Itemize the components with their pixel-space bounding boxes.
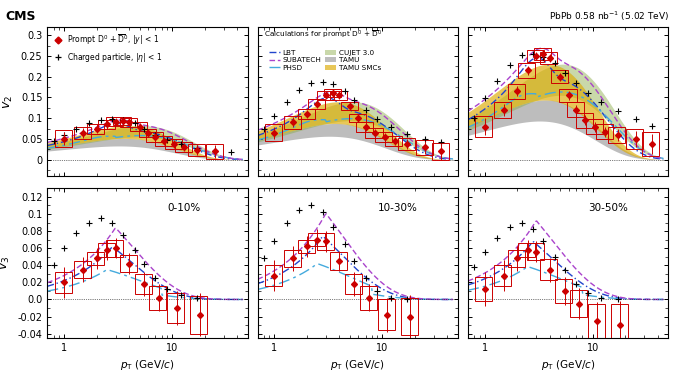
Text: Calculations for prompt D$^0$ + $\overline{\rm D}^0$: Calculations for prompt D$^0$ + $\overli… — [264, 28, 381, 40]
Text: CMS: CMS — [5, 10, 36, 23]
Bar — [626, 129, 643, 149]
Bar — [146, 132, 163, 142]
Bar — [527, 50, 544, 62]
Bar — [508, 250, 525, 267]
Bar — [175, 142, 192, 152]
X-axis label: $p_{\mathrm{T}}$ (GeV/$c$): $p_{\mathrm{T}}$ (GeV/$c$) — [120, 358, 175, 372]
Bar — [608, 127, 626, 143]
Bar — [551, 71, 568, 83]
Bar — [165, 139, 182, 149]
Bar — [98, 243, 115, 257]
Bar — [349, 114, 366, 122]
Bar — [475, 116, 493, 137]
Bar — [113, 117, 130, 125]
Legend: Prompt D$^0$ + $\overline{\rm D}^0$, |$y$| < 1, Charged particle, |$\eta$| < 1: Prompt D$^0$ + $\overline{\rm D}^0$, |$y… — [51, 31, 164, 65]
Bar — [375, 132, 392, 142]
Bar — [74, 127, 90, 139]
Bar — [518, 63, 535, 78]
Bar — [556, 279, 572, 303]
Bar — [135, 274, 152, 295]
Bar — [330, 91, 347, 99]
Bar — [55, 130, 72, 147]
Text: 10-30%: 10-30% — [378, 204, 418, 214]
Bar — [642, 132, 659, 156]
Bar — [377, 300, 395, 330]
Bar — [494, 102, 512, 118]
Bar — [360, 286, 377, 310]
Bar — [508, 84, 525, 99]
Bar — [416, 140, 433, 155]
Bar — [119, 255, 137, 272]
Bar — [541, 52, 558, 64]
Bar — [87, 124, 104, 134]
Bar — [298, 109, 315, 119]
Bar — [534, 48, 551, 60]
Bar — [317, 233, 333, 250]
Bar — [356, 122, 373, 132]
Bar — [432, 143, 449, 160]
Bar — [149, 286, 166, 310]
Bar — [588, 304, 605, 338]
Bar — [284, 116, 301, 129]
Bar — [308, 99, 325, 109]
Bar — [265, 124, 282, 141]
Bar — [398, 138, 415, 150]
Bar — [330, 252, 347, 270]
X-axis label: $p_{\mathrm{T}}$ (GeV/$c$): $p_{\mathrm{T}}$ (GeV/$c$) — [541, 358, 595, 372]
Bar — [596, 124, 613, 139]
Bar — [570, 290, 587, 318]
Text: PbPb 0.58 nb$^{-1}$ (5.02 TeV): PbPb 0.58 nb$^{-1}$ (5.02 TeV) — [549, 10, 670, 23]
Bar — [87, 252, 104, 265]
Y-axis label: $v_2$: $v_2$ — [2, 94, 16, 109]
Bar — [567, 103, 584, 118]
Bar — [586, 119, 603, 134]
Bar — [611, 304, 628, 346]
Bar — [206, 144, 223, 159]
Bar — [139, 129, 156, 137]
Bar — [527, 243, 544, 260]
Bar — [284, 250, 301, 267]
Text: 0-10%: 0-10% — [167, 204, 200, 214]
Bar — [106, 240, 124, 257]
Bar — [475, 277, 493, 301]
Bar — [317, 91, 333, 99]
Bar — [541, 259, 558, 280]
Legend: LBT, SUBATECH, PHSD, CUJET 3.0, TAMU, TAMU SMCs: LBT, SUBATECH, PHSD, CUJET 3.0, TAMU, TA… — [267, 48, 382, 72]
Bar — [365, 128, 383, 138]
Bar — [324, 89, 341, 98]
Bar — [190, 296, 207, 334]
Bar — [98, 119, 115, 129]
Bar — [401, 298, 418, 335]
Bar — [341, 102, 358, 110]
Bar — [74, 261, 90, 278]
Bar — [188, 144, 205, 157]
Bar — [385, 136, 402, 146]
Bar — [560, 89, 576, 102]
Bar — [494, 265, 512, 286]
Bar — [119, 118, 137, 127]
Bar — [265, 265, 282, 286]
Text: 30-50%: 30-50% — [588, 204, 628, 214]
Bar — [298, 240, 315, 253]
Bar — [345, 274, 362, 295]
Bar — [130, 122, 147, 131]
Bar — [308, 233, 325, 247]
X-axis label: $p_{\mathrm{T}}$ (GeV/$c$): $p_{\mathrm{T}}$ (GeV/$c$) — [331, 358, 385, 372]
Bar — [518, 243, 535, 257]
Bar — [167, 293, 184, 323]
Bar — [576, 113, 593, 128]
Bar — [106, 118, 124, 126]
Y-axis label: $v_3$: $v_3$ — [0, 256, 12, 270]
Bar — [55, 272, 72, 293]
Bar — [155, 136, 172, 146]
